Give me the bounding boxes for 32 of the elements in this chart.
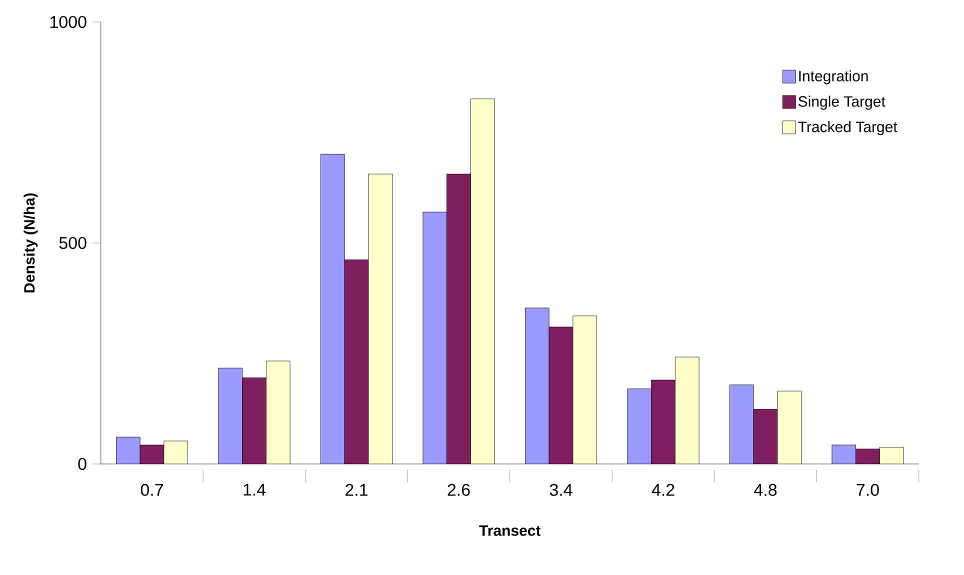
bar [549,326,573,464]
bar [730,384,754,464]
y-tick-label: 1000 [50,16,86,28]
bar [242,378,266,464]
bar [754,409,778,464]
x-tick-label: 7.0 [856,484,879,496]
legend-label: Tracked Target [798,121,898,136]
y-axis-title: Density (N/ha) [24,193,38,292]
y-tick-label: 0 [78,458,86,470]
x-tick-label: 4.8 [754,484,777,496]
bar [218,368,242,464]
bar [422,212,447,464]
bar [856,448,880,464]
bar [832,444,856,464]
y-tick-label: 500 [59,236,86,250]
bar [446,174,471,464]
legend-label: Integration [799,70,868,84]
bar [344,260,368,464]
legend-label: Single Target [798,96,886,110]
x-tick-label: 1.4 [244,484,266,496]
x-tick-label: 2.6 [448,484,470,496]
bar [140,444,164,464]
x-tick-label: 2.1 [346,484,368,496]
bar [627,388,652,464]
bar [320,154,345,464]
bar [116,437,140,464]
x-tick-label: 3.4 [550,484,572,496]
x-axis-title: Transect [479,525,541,536]
bar [651,380,676,464]
x-tick-label: 4.2 [652,484,674,496]
x-tick-label: 0.7 [140,484,163,496]
bar [525,308,550,464]
